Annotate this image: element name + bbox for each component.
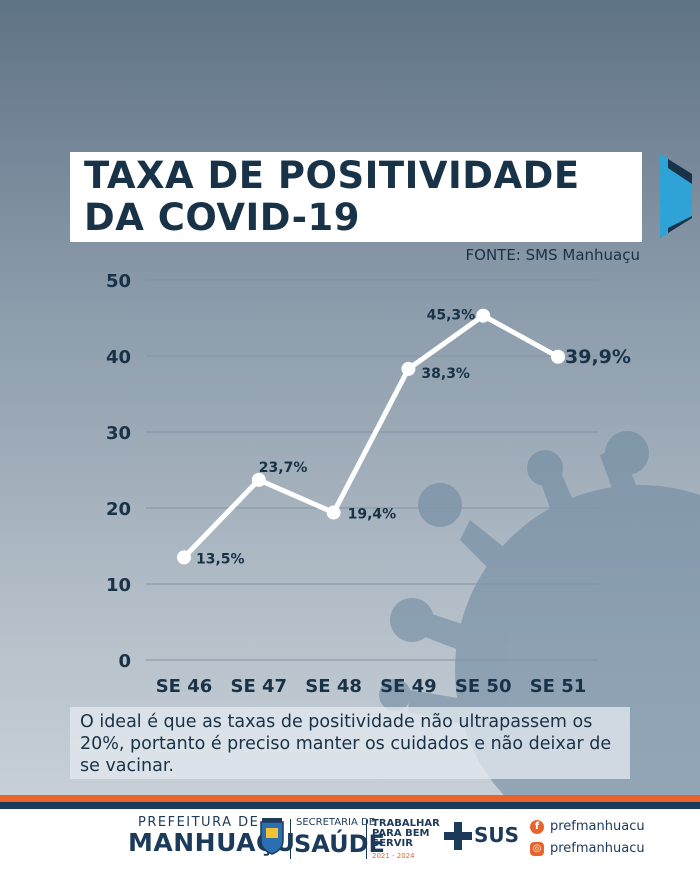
slogan-line-3: SERVIR [372, 838, 413, 849]
data-point [476, 308, 491, 323]
data-point [401, 361, 416, 376]
instagram-handle: prefmanhuacu [550, 841, 645, 856]
x-tick-label: SE 47 [231, 676, 288, 697]
data-label: 13,5% [196, 551, 245, 567]
slogan-years: 2021 - 2024 [372, 852, 415, 860]
grid-lines [146, 279, 598, 661]
footer-divider [290, 819, 291, 859]
title-box: TAXA DE POSITIVIDADE DA COVID-19 [70, 152, 642, 242]
slogan-line-1: TRABALHAR [372, 818, 440, 829]
data-label: 38,3% [421, 366, 470, 382]
coat-of-arms-icon [260, 818, 284, 855]
chart-title-line-1: TAXA DE POSITIVIDADE [84, 154, 580, 197]
footer-stripe-navy [0, 802, 700, 809]
facebook-handle: prefmanhuacu [550, 819, 645, 834]
sus-cross-icon [444, 822, 472, 850]
sus-label: SUS [474, 823, 520, 847]
data-labels: 13,5% 23,7% 19,4% 38,3% 45,3% 39,9% [196, 308, 631, 568]
y-tick-label: 10 [106, 575, 131, 596]
secretaria-label: SECRETARIA DE [296, 817, 376, 828]
data-label: 45,3% [427, 308, 476, 324]
saude-label: SAÚDE [294, 830, 385, 858]
data-label: 23,7% [259, 460, 308, 476]
chart-source: FONTE: SMS Manhuaçu [465, 246, 640, 264]
instagram-icon: ◎ [530, 841, 544, 856]
x-tick-label: SE 46 [156, 676, 213, 697]
y-tick-label: 20 [106, 499, 131, 520]
x-axis-ticks: SE 46 SE 47 SE 48 SE 49 SE 50 SE 51 [156, 676, 587, 697]
x-tick-label: SE 50 [455, 676, 512, 697]
data-point [177, 550, 191, 565]
y-tick-label: 40 [106, 347, 131, 368]
instagram-link[interactable]: ◎ prefmanhuacu [530, 841, 645, 856]
prefeitura-label: PREFEITURA DE [138, 815, 260, 830]
x-tick-label: SE 48 [305, 676, 362, 697]
facebook-icon: f [530, 819, 544, 834]
facebook-link[interactable]: f prefmanhuacu [530, 819, 645, 834]
data-label: 39,9% [565, 346, 631, 368]
note-text: O ideal é que as taxas de positividade n… [80, 712, 612, 776]
slogan: TRABALHAR PARA BEM SERVIR [372, 819, 440, 849]
note-box: O ideal é que as taxas de positividade n… [70, 707, 630, 779]
data-point [326, 505, 341, 520]
y-tick-label: 0 [118, 651, 131, 672]
brand-logo [660, 154, 692, 238]
data-point [251, 472, 266, 487]
footer-stripe-orange [0, 795, 700, 802]
footer: PREFEITURA DE MANHUAÇU SECRETARIA DE SAÚ… [0, 795, 700, 875]
x-tick-label: SE 49 [380, 676, 437, 697]
data-label: 19,4% [348, 507, 397, 523]
data-point [551, 349, 565, 364]
y-tick-label: 50 [106, 271, 131, 292]
x-tick-label: SE 51 [530, 676, 587, 697]
slogan-line-2: PARA BEM [372, 828, 430, 839]
chart-title-line-2: DA COVID-19 [84, 196, 360, 239]
data-points [177, 308, 565, 565]
y-axis-ticks: 0 10 20 30 40 50 [106, 271, 131, 672]
series-line [182, 313, 560, 560]
footer-divider [366, 819, 367, 859]
y-tick-label: 30 [106, 423, 131, 444]
